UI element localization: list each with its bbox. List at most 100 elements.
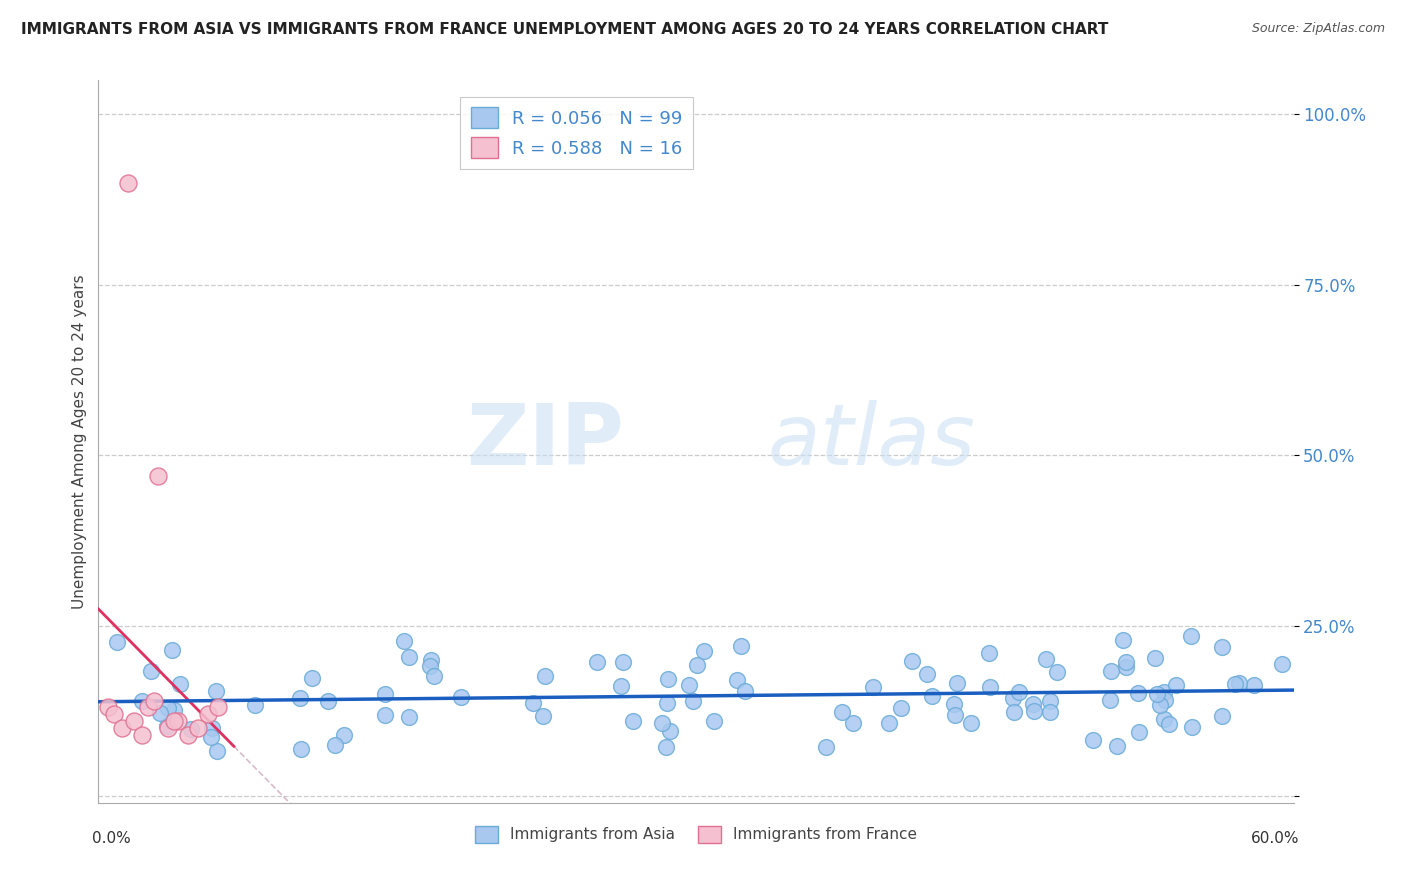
Point: [890, 700, 912, 714]
Point: [398, 710, 420, 724]
Point: [111, 721, 134, 735]
Point: [169, 677, 191, 691]
Point: [1211, 708, 1233, 723]
Point: [200, 730, 222, 744]
Point: [1035, 652, 1057, 666]
Point: [943, 707, 966, 722]
Point: [1153, 712, 1175, 726]
Point: [1225, 677, 1247, 691]
Point: [323, 738, 346, 752]
Point: [1022, 704, 1045, 718]
Point: [841, 716, 863, 731]
Point: [156, 700, 179, 714]
Point: [814, 740, 837, 755]
Text: atlas: atlas: [768, 400, 976, 483]
Point: [167, 714, 190, 728]
Point: [398, 649, 420, 664]
Y-axis label: Unemployment Among Ages 20 to 24 years: Unemployment Among Ages 20 to 24 years: [72, 274, 87, 609]
Point: [419, 653, 441, 667]
Point: [124, 714, 146, 728]
Point: [157, 721, 180, 735]
Point: [1153, 684, 1175, 698]
Point: [917, 667, 939, 681]
Point: [131, 694, 153, 708]
Point: [734, 683, 756, 698]
Point: [374, 707, 396, 722]
Text: ZIP: ZIP: [467, 400, 624, 483]
Point: [301, 671, 323, 685]
Text: IMMIGRANTS FROM ASIA VS IMMIGRANTS FROM FRANCE UNEMPLOYMENT AMONG AGES 20 TO 24 : IMMIGRANTS FROM ASIA VS IMMIGRANTS FROM …: [21, 22, 1108, 37]
Point: [959, 716, 981, 731]
Point: [205, 684, 228, 698]
Point: [657, 673, 679, 687]
Point: [1243, 677, 1265, 691]
Point: [1154, 693, 1177, 707]
Point: [1115, 655, 1137, 669]
Point: [1181, 720, 1204, 734]
Point: [1211, 640, 1233, 655]
Point: [1046, 665, 1069, 679]
Point: [148, 468, 170, 483]
Point: [862, 680, 884, 694]
Point: [658, 723, 681, 738]
Point: [423, 669, 446, 683]
Point: [333, 728, 356, 742]
Point: [207, 744, 229, 758]
Point: [316, 694, 339, 708]
Point: [1039, 706, 1062, 720]
Point: [419, 659, 441, 673]
Point: [901, 654, 924, 668]
Point: [163, 703, 186, 717]
Point: [730, 639, 752, 653]
Point: [136, 700, 159, 714]
Point: [103, 707, 125, 722]
Point: [1157, 717, 1180, 731]
Point: [97, 700, 120, 714]
Point: [290, 742, 312, 756]
Point: [1022, 697, 1045, 711]
Point: [143, 693, 166, 707]
Point: [1144, 651, 1167, 665]
Point: [977, 646, 1000, 660]
Point: [1099, 664, 1122, 678]
Point: [725, 673, 748, 688]
Point: [149, 706, 172, 720]
Point: [522, 696, 544, 710]
Point: [1039, 694, 1062, 708]
Text: 60.0%: 60.0%: [1251, 830, 1299, 846]
Point: [655, 739, 678, 754]
Point: [1271, 657, 1294, 672]
Point: [610, 679, 633, 693]
Point: [139, 664, 162, 678]
Point: [534, 669, 557, 683]
Point: [651, 716, 673, 731]
Point: [612, 655, 634, 669]
Point: [942, 697, 965, 711]
Point: [1166, 678, 1188, 692]
Point: [693, 644, 716, 658]
Point: [682, 694, 704, 708]
Point: [1126, 685, 1149, 699]
Point: [207, 700, 229, 714]
Point: [180, 722, 202, 736]
Point: [686, 657, 709, 672]
Text: Source: ZipAtlas.com: Source: ZipAtlas.com: [1251, 22, 1385, 36]
Point: [979, 680, 1001, 694]
Point: [105, 634, 128, 648]
Point: [1002, 690, 1025, 705]
Point: [921, 689, 943, 703]
Point: [1128, 724, 1150, 739]
Point: [621, 714, 644, 729]
Point: [1112, 633, 1135, 648]
Point: [1008, 685, 1031, 699]
Point: [1180, 629, 1202, 643]
Text: 0.0%: 0.0%: [93, 830, 131, 846]
Point: [1115, 659, 1137, 673]
Point: [187, 721, 209, 735]
Point: [1149, 698, 1171, 712]
Point: [703, 714, 725, 728]
Point: [392, 634, 415, 648]
Point: [946, 676, 969, 690]
Point: [531, 709, 554, 723]
Point: [1083, 732, 1105, 747]
